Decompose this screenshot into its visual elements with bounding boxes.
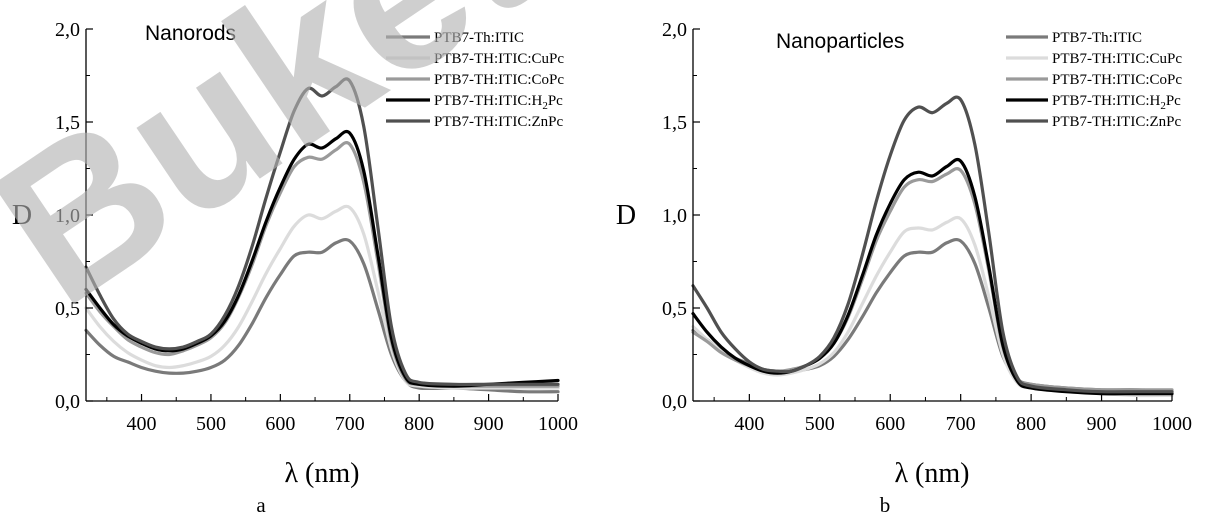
series-line-5 — [691, 95, 1174, 394]
y-axis-title: D — [616, 200, 636, 231]
legend-entry-1: PTB7-Th:ITIC — [434, 30, 524, 46]
x-tick-label: 900 — [474, 413, 504, 435]
legend-entry-2: PTB7-TH:ITIC:CuPc — [1052, 51, 1182, 67]
series-line-4 — [84, 129, 560, 388]
series-line-5 — [84, 77, 560, 387]
legend-entry-5: PTB7-TH:ITIC:ZnPc — [434, 114, 563, 130]
legend-entry-3: PTB7-TH:ITIC:CoPc — [434, 72, 564, 88]
x-tick-label: 500 — [805, 413, 835, 435]
x-axis-title: λ (nm) — [284, 458, 359, 489]
y-tick-label: 1,5 — [55, 112, 80, 134]
x-axis-title: λ (nm) — [894, 458, 969, 489]
legend-entry-4: PTB7-TH:ITIC:H2Pc — [1052, 93, 1181, 112]
panel-title: Nanoparticles — [776, 30, 904, 53]
x-tick-label: 600 — [265, 413, 295, 435]
x-tick-label: 700 — [946, 413, 976, 435]
x-tick-label: 700 — [335, 413, 365, 435]
legend-entry-5: PTB7-TH:ITIC:ZnPc — [1052, 114, 1181, 130]
x-tick-label: 400 — [734, 413, 764, 435]
panel-letter: a — [256, 493, 266, 515]
x-tick-label: 900 — [1087, 413, 1117, 435]
legend-entry-4: PTB7-TH:ITIC:H2Pc — [434, 93, 563, 112]
panel-title: Nanorods — [145, 22, 236, 45]
x-tick-label: 400 — [127, 413, 157, 435]
chart-panel-a: 400 500 600 700 800 900 1000 0,0 0,5 1,0 1,5 2,0 λ (… — [12, 19, 578, 515]
chart-panel-b: 400 500 600 700 800 900 1000 0,0 0,5 1,0 1,5 2,0 λ (… — [616, 19, 1192, 515]
x-tick-label: 800 — [1016, 413, 1046, 435]
series-line-4 — [691, 157, 1174, 396]
y-tick-label: 1,0 — [662, 205, 687, 227]
y-tick-label: 0,5 — [662, 298, 687, 320]
legend-entry-1: PTB7-Th:ITIC — [1052, 30, 1142, 46]
x-tick-label: 800 — [404, 413, 434, 435]
panel-letter: b — [880, 493, 891, 515]
series-line-3 — [691, 167, 1174, 392]
y-tick-label: 1,5 — [662, 112, 687, 134]
y-tick-label: 2,0 — [662, 19, 687, 41]
y-tick-label: 0,0 — [662, 391, 687, 413]
x-tick-label: 1000 — [1152, 413, 1192, 435]
x-tick-label: 600 — [875, 413, 905, 435]
x-tick-label: 1000 — [538, 413, 578, 435]
y-tick-label: 0,5 — [55, 298, 80, 320]
legend-entry-2: PTB7-TH:ITIC:CuPc — [434, 51, 564, 67]
y-tick-label: 2,0 — [55, 19, 80, 41]
y-tick-label: 1,0 — [55, 205, 80, 227]
y-tick-label: 0,0 — [55, 391, 80, 413]
y-axis-title: D — [12, 200, 32, 231]
legend-entry-3: PTB7-TH:ITIC:CoPc — [1052, 72, 1182, 88]
x-tick-label: 500 — [196, 413, 226, 435]
